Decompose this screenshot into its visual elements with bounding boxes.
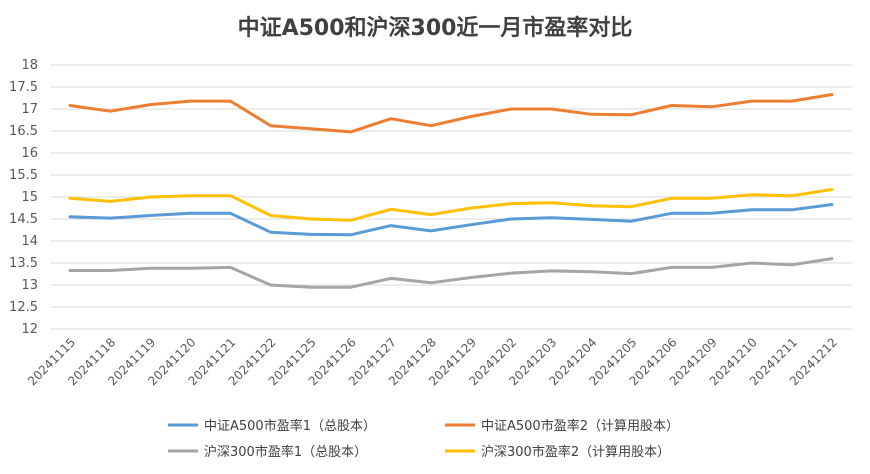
y-tick-label-4: 14 xyxy=(21,234,38,249)
series-line-3 xyxy=(68,188,834,222)
y-tick-label-11: 17.5 xyxy=(9,80,38,95)
y-tick-label-3: 13.5 xyxy=(9,256,38,271)
y-tick-label-9: 16.5 xyxy=(9,124,38,139)
legend-label-3: 沪深300市盈率2（计算用股本） xyxy=(481,444,670,460)
y-tick-label-1: 12.5 xyxy=(9,300,38,315)
y-tick-label-5: 14.5 xyxy=(9,212,38,227)
legend-label-2: 沪深300市盈率1（总股本） xyxy=(204,444,367,460)
y-tick-label-2: 13 xyxy=(21,278,38,293)
legend-label-1: 中证A500市盈率2（计算用股本） xyxy=(481,418,679,434)
legend-label-0: 中证A500市盈率1（总股本） xyxy=(204,418,376,434)
chart-title: 中证A500和沪深300近一月市盈率对比 xyxy=(237,16,633,41)
y-tick-label-10: 17 xyxy=(21,102,38,117)
y-tick-label-0: 12 xyxy=(21,322,38,337)
series-line-1 xyxy=(68,93,834,134)
y-tick-label-12: 18 xyxy=(21,58,38,73)
series-line-0 xyxy=(68,203,834,237)
y-tick-label-8: 16 xyxy=(21,146,38,161)
y-tick-label-6: 15 xyxy=(21,190,38,205)
y-tick-label-7: 15.5 xyxy=(9,168,38,183)
series-line-2 xyxy=(68,257,834,289)
